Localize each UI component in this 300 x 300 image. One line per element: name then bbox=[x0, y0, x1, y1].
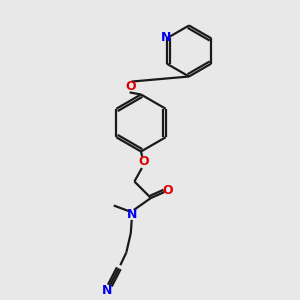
Text: O: O bbox=[163, 184, 173, 197]
Text: O: O bbox=[125, 80, 136, 94]
Text: N: N bbox=[102, 284, 112, 298]
Text: O: O bbox=[138, 155, 149, 169]
Text: N: N bbox=[127, 208, 137, 221]
Text: N: N bbox=[160, 31, 171, 44]
